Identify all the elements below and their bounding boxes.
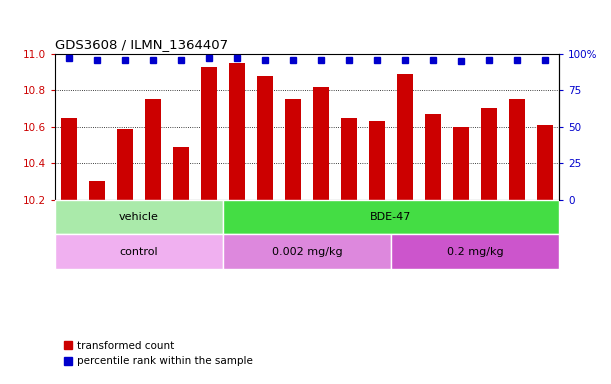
Bar	[89, 181, 104, 200]
Bar	[342, 118, 357, 200]
Bar	[55, 200, 223, 234]
Bar	[61, 118, 77, 200]
Text: 0.002 mg/kg: 0.002 mg/kg	[272, 247, 342, 257]
Text: vehicle: vehicle	[119, 212, 159, 222]
Text: BDE-47: BDE-47	[370, 212, 412, 222]
Bar	[285, 99, 301, 200]
Bar	[397, 74, 413, 200]
Legend: transformed count, percentile rank within the sample: transformed count, percentile rank withi…	[60, 337, 257, 370]
Bar	[223, 200, 559, 234]
Bar	[223, 234, 391, 269]
Text: GDS3608 / ILMN_1364407: GDS3608 / ILMN_1364407	[55, 38, 228, 51]
Text: control: control	[120, 247, 158, 257]
Bar	[369, 121, 385, 200]
Bar	[174, 147, 189, 200]
Bar	[201, 66, 217, 200]
Bar	[257, 76, 273, 200]
Bar	[391, 234, 559, 269]
Bar	[481, 109, 497, 200]
Text: 0.2 mg/kg: 0.2 mg/kg	[447, 247, 503, 257]
Bar	[145, 99, 161, 200]
Bar	[229, 63, 245, 200]
Bar	[510, 99, 525, 200]
Bar	[313, 87, 329, 200]
Bar	[453, 127, 469, 200]
Bar	[117, 129, 133, 200]
Bar	[425, 114, 441, 200]
Bar	[537, 125, 553, 200]
Bar	[55, 234, 223, 269]
